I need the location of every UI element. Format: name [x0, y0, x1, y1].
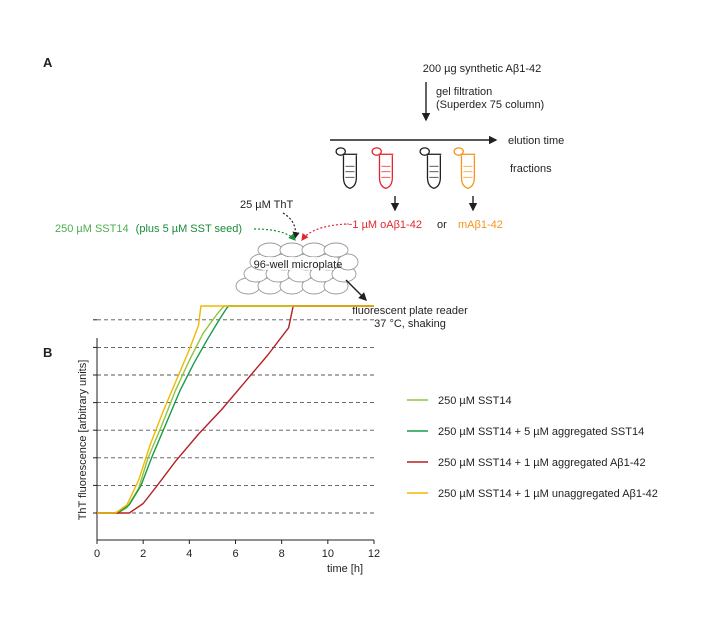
monomer-label: mAβ1-42 — [458, 219, 503, 231]
x-tick-label: 12 — [368, 548, 380, 560]
reader-line1: fluorescent plate reader — [352, 305, 468, 317]
abeta-arrow — [301, 223, 347, 241]
panel-a-label: A — [43, 55, 53, 70]
chart-series — [97, 305, 374, 514]
tube-icon-monomer — [453, 147, 476, 189]
sst-label: 250 µM SST14 (plus 5 µM SST seed) — [55, 223, 242, 235]
plate-label: 96-well microplate — [254, 259, 343, 271]
elution-time-label: elution time — [508, 135, 564, 147]
x-tick-label: 10 — [322, 548, 334, 560]
oligomer-label: ~1 µM oAβ1-42 — [346, 219, 422, 231]
x-tick-label: 0 — [94, 548, 100, 560]
fraction-tubes — [335, 147, 476, 189]
x-tick-label: 6 — [232, 548, 238, 560]
reader-arrow — [345, 279, 367, 301]
series-line-2 — [97, 305, 374, 514]
legend-label: 250 µM SST14 — [438, 395, 512, 407]
sst-main-label: 250 µM SST14 — [55, 223, 129, 235]
chart-legend: 250 µM SST14 250 µM SST14 + 5 µM aggregat… — [407, 395, 658, 500]
series-line-4 — [97, 305, 374, 514]
step-line1: gel filtration — [436, 86, 492, 98]
tht-label: 25 µM ThT — [240, 199, 293, 211]
sst-seed-label: (plus 5 µM SST seed) — [136, 223, 242, 235]
x-tick-label: 8 — [279, 548, 285, 560]
y-axis-ticks — [93, 319, 97, 514]
panel-a: A 200 µg synthetic Aβ1-42 gel filtration… — [43, 55, 564, 330]
x-tick-label: 2 — [140, 548, 146, 560]
legend-label: 250 µM SST14 + 5 µM aggregated SST14 — [438, 426, 644, 438]
x-axis-ticks: 0 2 4 6 8 10 12 — [94, 540, 380, 560]
x-tick-label: 4 — [186, 548, 192, 560]
reader-line2: 37 °C, shaking — [374, 318, 446, 330]
tube-icon — [419, 147, 442, 189]
or-label: or — [437, 219, 447, 231]
plate-label-bg — [262, 257, 334, 270]
x-axis-label: time [h] — [327, 563, 363, 575]
series-line-3 — [97, 305, 374, 514]
tube-icon-oligomer — [371, 147, 394, 189]
y-axis-label: ThT fluorescence [arbitrary units] — [77, 360, 89, 521]
step-line2: (Superdex 75 column) — [436, 99, 544, 111]
panel-b-label: B — [43, 345, 52, 360]
legend-label: 250 µM SST14 + 1 µM unaggregated Aβ1-42 — [438, 488, 658, 500]
source-label: 200 µg synthetic Aβ1-42 — [423, 63, 541, 75]
panel-b: B 0 2 4 6 8 10 12 ThT fluorescence [arbitrary … — [43, 305, 658, 575]
tht-arrow — [282, 212, 300, 240]
sst-arrow — [253, 228, 296, 241]
tube-icon — [335, 147, 358, 189]
legend-label: 250 µM SST14 + 1 µM aggregated Aβ1-42 — [438, 457, 646, 469]
chart-grid — [97, 319, 374, 514]
fractions-label: fractions — [510, 163, 552, 175]
